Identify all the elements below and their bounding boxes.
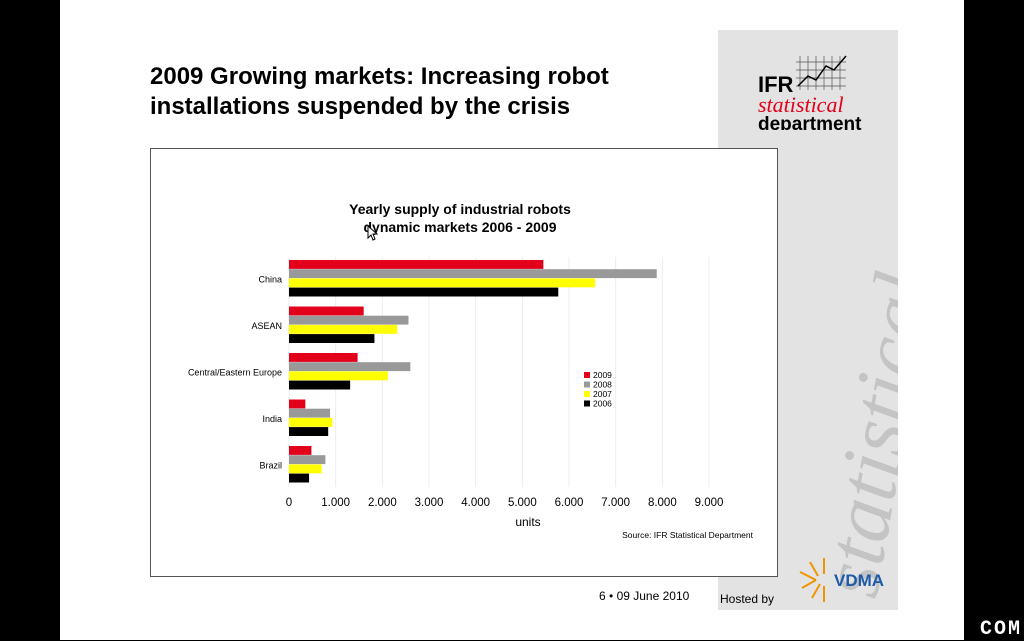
x-tick-label: 8.000 (648, 497, 677, 509)
bar-2009 (289, 306, 364, 316)
bar-2007 (289, 464, 322, 474)
x-tick-label: 2.000 (368, 497, 397, 509)
ifr-logo: IFR statistical department (758, 55, 862, 130)
bar-2008 (289, 455, 326, 465)
x-tick-label: 3.000 (415, 497, 444, 509)
bar-2008 (289, 269, 657, 279)
bar-2009 (289, 399, 306, 409)
page-footer: 6 • 09 June 2010 (599, 589, 689, 603)
bar-2007 (289, 324, 398, 334)
bar-2006 (289, 287, 559, 297)
bar-2006 (289, 473, 310, 483)
bar-2006 (289, 427, 329, 436)
bar-2007 (289, 278, 596, 288)
vdma-rays-icon (799, 558, 825, 602)
ifr-logo-department: department (758, 114, 862, 130)
x-tick-label: 9.000 (695, 497, 724, 509)
bar-2007 (289, 371, 388, 381)
bar-2009 (289, 260, 544, 269)
legend-label: 2009 (593, 370, 612, 380)
bar-2008 (289, 408, 331, 418)
slide-title-line2: installations suspended by the crisis (150, 93, 571, 120)
vdma-logo: VDMA (799, 558, 884, 602)
hosted-by-label: Hosted by (720, 592, 775, 606)
legend-label: 2006 (593, 399, 612, 409)
legend-swatch-2007 (584, 391, 590, 397)
x-tick-label: 4.000 (461, 497, 490, 509)
legend-swatch-2009 (584, 372, 590, 378)
bar-2008 (289, 362, 411, 372)
x-tick-label: 7.000 (601, 497, 630, 509)
chart: Yearly supply of industrial robots dynam… (188, 201, 754, 540)
chart-title-line1: Yearly supply of industrial robots (349, 201, 571, 217)
statistical-watermark: statistical (803, 265, 898, 603)
footer-separator: • (609, 589, 614, 603)
ifr-logo-statistical: statistical (758, 92, 844, 117)
bar-2008 (289, 315, 409, 325)
chart-panel: Yearly supply of industrial robots dynam… (150, 148, 778, 577)
category-label: Brazil (259, 460, 282, 470)
slide: 2009 Growing markets: Increasing robot i… (60, 0, 964, 640)
chart-source: Source: IFR Statistical Department (622, 530, 753, 540)
ifr-logo-ifr: IFR (758, 72, 794, 97)
category-label: Central/Eastern Europe (188, 367, 282, 377)
x-tick-label: 5.000 (508, 497, 537, 509)
bar-2007 (289, 417, 333, 427)
slide-title: 2009 Growing markets: Increasing robot i… (150, 62, 710, 122)
x-tick-label: 0 (286, 497, 292, 509)
category-label: China (258, 274, 282, 284)
bar-2009 (289, 446, 312, 455)
legend-swatch-2006 (584, 400, 590, 407)
x-tick-label: 6.000 (555, 497, 584, 509)
page-number: 6 (599, 589, 606, 603)
vdma-text: VDMA (834, 571, 884, 590)
bar-2006 (289, 334, 375, 343)
slide-title-line1: 2009 Growing markets: Increasing robot (150, 63, 609, 90)
edge-text: COM (979, 618, 1022, 641)
category-label: ASEAN (251, 321, 282, 331)
category-labels: China ASEAN Central/Eastern Europe India Bra… (188, 274, 282, 470)
x-tick-labels: 0 1.000 2.000 3.000 4.000 5.000 6.000 7.000 8.00… (286, 497, 724, 509)
legend-swatch-2008 (584, 381, 590, 388)
bars (289, 260, 657, 483)
legend-label: 2007 (593, 389, 612, 399)
category-label: India (262, 414, 282, 424)
chart-title-line2: dynamic markets 2006 - 2009 (363, 219, 556, 235)
bar-2009 (289, 353, 358, 362)
legend-label: 2008 (593, 380, 612, 390)
x-tick-label: 1.000 (321, 497, 350, 509)
slide-date: 09 June 2010 (616, 589, 690, 603)
grid-chart-icon (796, 55, 847, 90)
mouse-pointer-icon (367, 225, 379, 241)
x-axis-label: units (515, 515, 540, 529)
bar-2006 (289, 380, 351, 390)
